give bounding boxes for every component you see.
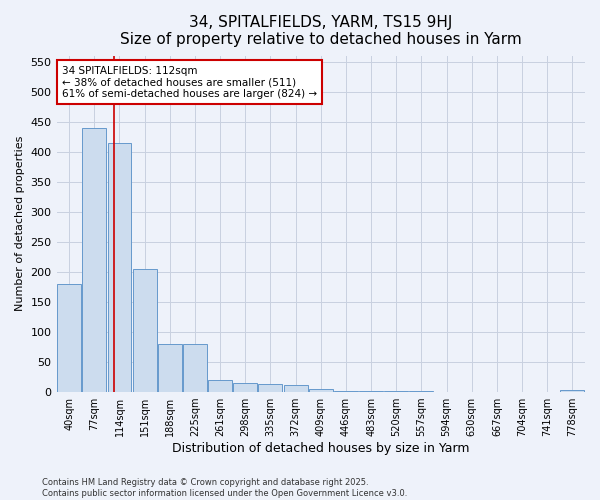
Y-axis label: Number of detached properties: Number of detached properties [15, 136, 25, 312]
Bar [133, 269, 157, 392]
X-axis label: Distribution of detached houses by size in Yarm: Distribution of detached houses by size … [172, 442, 470, 455]
Bar [82, 128, 106, 392]
Bar [57, 284, 81, 392]
Bar [183, 344, 207, 392]
Bar [208, 380, 232, 392]
Bar [309, 389, 333, 392]
Bar [259, 384, 283, 392]
Bar [233, 383, 257, 392]
Bar [284, 386, 308, 392]
Text: 34 SPITALFIELDS: 112sqm
← 38% of detached houses are smaller (511)
61% of semi-d: 34 SPITALFIELDS: 112sqm ← 38% of detache… [62, 66, 317, 99]
Bar [560, 390, 584, 392]
Title: 34, SPITALFIELDS, YARM, TS15 9HJ
Size of property relative to detached houses in: 34, SPITALFIELDS, YARM, TS15 9HJ Size of… [120, 15, 521, 48]
Bar [158, 344, 182, 392]
Text: Contains HM Land Registry data © Crown copyright and database right 2025.
Contai: Contains HM Land Registry data © Crown c… [42, 478, 407, 498]
Bar [107, 142, 131, 392]
